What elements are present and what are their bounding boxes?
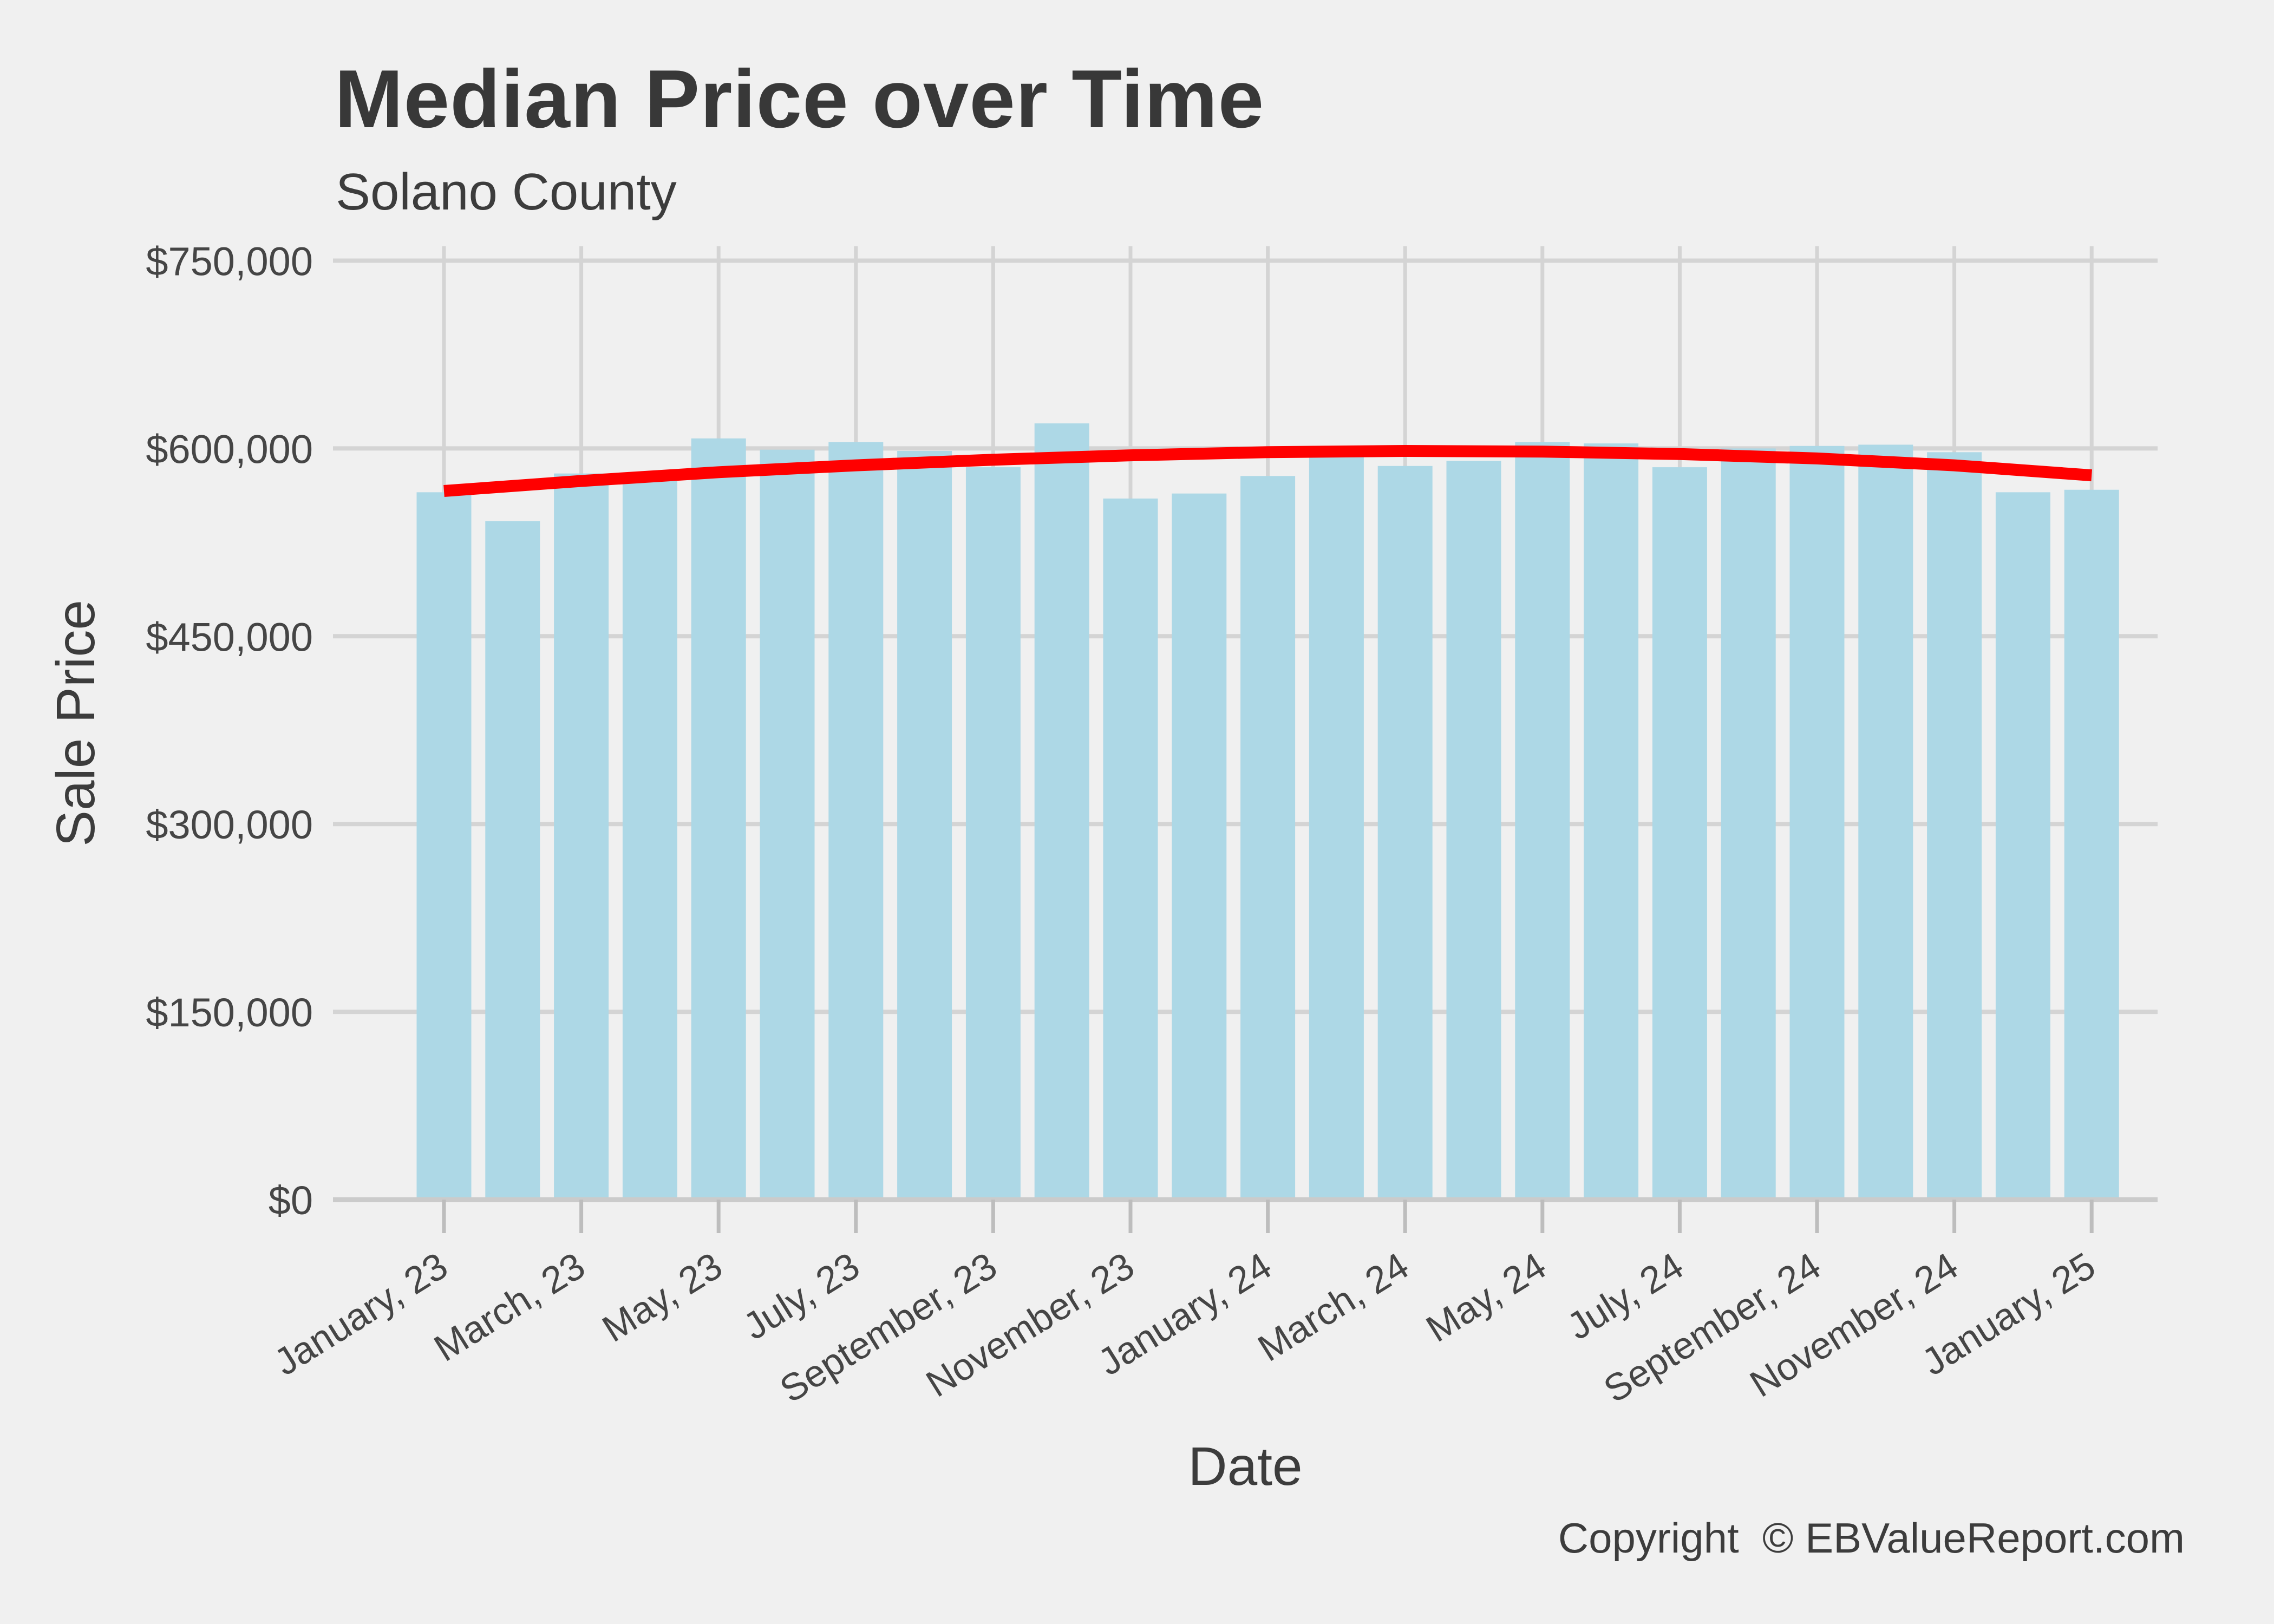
y-tick-labels: $0 $150,000 $300,000 $450,000 $600,000 $750,0…	[146, 239, 313, 1223]
bar-september-24	[1789, 446, 1845, 1200]
trend-line	[443, 445, 2093, 497]
bar-july-24	[1652, 467, 1707, 1200]
bar-december-23	[1172, 493, 1227, 1200]
y-tick-label-750-000: $750,000	[146, 239, 313, 284]
bar-may-24	[1515, 442, 1570, 1200]
x-tick-marks	[442, 1200, 2094, 1233]
y-tick-label-150-000: $150,000	[146, 990, 313, 1035]
bar-august-23	[897, 451, 952, 1200]
bar-october-24	[1858, 444, 1913, 1200]
bar-september-23	[965, 467, 1021, 1200]
bar-october-23	[1034, 423, 1089, 1200]
bar-december-24	[1995, 492, 2050, 1200]
chart-title: Median Price over Time	[335, 53, 1265, 145]
y-axis-title-wrap: Sale Price	[38, 246, 114, 1200]
y-tick-label-300-000: $300,000	[146, 802, 313, 847]
bar-march-24	[1377, 466, 1433, 1200]
x-tick-label-march-23: March, 23	[427, 1245, 592, 1370]
plot-area: $0 $150,000 $300,000 $450,000 $600,000 $750,0…	[146, 239, 2158, 1411]
bar-january-24	[1240, 476, 1296, 1200]
copyright-text: Copyright © EBValueReport.com	[1558, 1514, 2185, 1562]
bar-july-23	[828, 442, 884, 1200]
bar-june-24	[1584, 443, 1639, 1200]
x-tick-label-may-24: May, 24	[1419, 1245, 1553, 1350]
x-tick-label-may-23: May, 23	[595, 1245, 729, 1350]
y-tick-label-450-000: $450,000	[146, 614, 313, 659]
bars	[416, 423, 2119, 1200]
bar-november-24	[1927, 452, 1982, 1200]
chart-subtitle: Solano County	[336, 163, 677, 221]
bar-january-23	[416, 492, 472, 1200]
bar-may-23	[691, 438, 746, 1200]
bar-february-24	[1309, 446, 1364, 1200]
bar-june-23	[760, 449, 815, 1200]
bar-april-23	[622, 481, 677, 1200]
y-tick-label-600-000: $600,000	[146, 427, 313, 472]
bar-august-24	[1721, 448, 1776, 1200]
bar-february-23	[485, 521, 540, 1200]
bar-april-24	[1446, 461, 1501, 1200]
bar-january-25	[2064, 489, 2119, 1200]
y-axis-title: Sale Price	[45, 599, 106, 847]
bar-march-23	[554, 473, 609, 1200]
x-tick-label-january-23: January, 23	[267, 1245, 455, 1384]
x-tick-label-march-24: March, 24	[1251, 1245, 1416, 1370]
x-axis-title: Date	[1188, 1436, 1303, 1497]
y-tick-label-0: $0	[269, 1178, 313, 1223]
bar-november-23	[1103, 498, 1158, 1200]
